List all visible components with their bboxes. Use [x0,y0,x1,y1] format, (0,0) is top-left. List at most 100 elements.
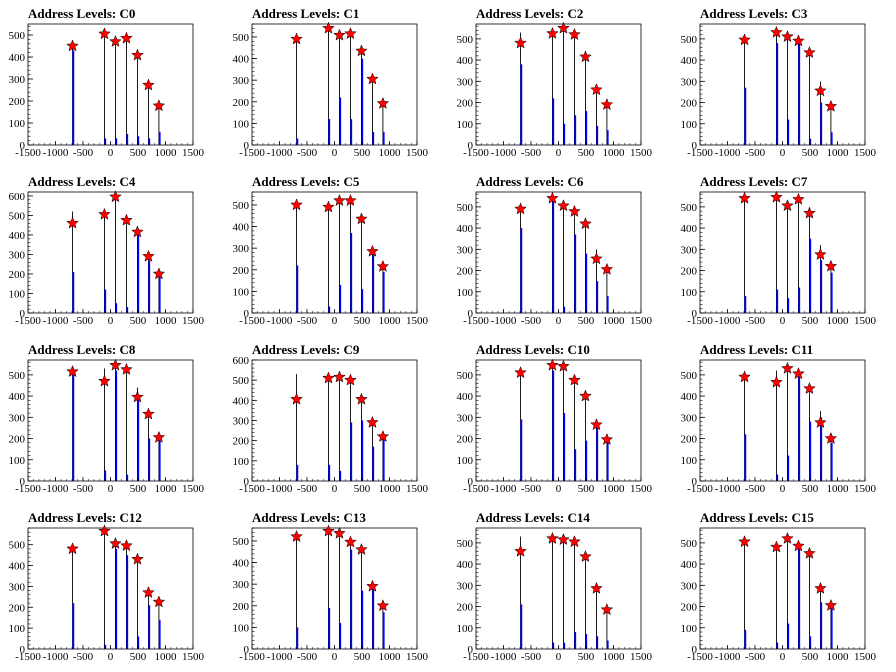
chart-panel: Address Levels: C1 0 100 200 300 400 500 -1500-… [224,0,448,168]
y-tick-label: 300 [457,580,474,592]
x-tick-label: 0 [108,483,114,495]
x-tick-label: 1000 [827,315,850,327]
x-tick-label: -500 [521,651,542,663]
x-tick-label: 1000 [155,147,178,159]
y-tick-label: 400 [681,223,698,235]
y-tick-label: 0 [244,476,250,488]
y-tick-label: 500 [233,536,250,548]
star-marker [142,585,155,599]
histogram-bar-fill [137,232,140,313]
star-marker [814,415,827,429]
histogram-bar-fill [296,138,299,145]
histogram-bar-fill [830,272,833,313]
x-tick-label: -500 [73,315,94,327]
x-tick-label: 500 [802,147,819,159]
x-tick-label: 1500 [182,315,205,327]
histogram-bar-fill [820,602,823,649]
plot-frame [475,359,642,482]
y-tick-label: 400 [457,559,474,571]
histogram-bar-fill [339,623,342,649]
histogram-bar-fill [104,644,107,649]
chart-panel: Address Levels: C5 0 100 200 300 400 500 -1500-… [224,168,448,336]
histogram-bar-fill [809,421,812,481]
x-tick-label: 1500 [182,651,205,663]
y-tick-label: 500 [457,202,474,214]
star-marker [781,30,794,43]
star-marker [824,431,838,444]
x-tick-label: 1000 [827,147,850,159]
x-tick-label: 1500 [406,315,429,327]
x-tick-label: -500 [745,483,766,495]
y-tick-label: 200 [681,98,698,110]
histogram-bar-fill [72,603,75,649]
star-marker [376,429,390,443]
x-tick-label: -500 [297,651,318,663]
histogram-bar-fill [148,138,151,145]
chart-plot: 0 100 200 300 400 500 -1500 -1000 -500 0 500 1000 15… [457,527,653,663]
y-tick-label: 400 [457,391,474,403]
star-marker [738,191,751,204]
histogram-bar-fill [809,636,812,649]
x-tick-label: 0 [108,315,114,327]
star-marker [322,524,335,537]
histogram-bar-fill [350,119,353,145]
histogram-bar-fill [350,233,353,313]
y-tick-label: 400 [9,52,26,64]
histogram-bar-fill [137,136,140,145]
star-marker [514,202,527,215]
star-marker [66,216,79,229]
histogram-bar-fill [382,132,385,145]
x-tick-label: -500 [745,315,766,327]
x-tick-label: 1500 [182,483,205,495]
y-tick-label: 500 [9,30,26,42]
y-tick-label: 200 [233,601,250,613]
chart-plot: 0 100 200 300 400 500 600 -1500 -1000 -500 0 500 100… [233,355,429,495]
x-tick-label: 0 [780,651,786,663]
x-tick-label: 1000 [603,483,626,495]
histogram-bar-fill [137,398,140,481]
y-tick-label: 200 [457,266,474,278]
star-marker [142,249,155,262]
histogram-bar-fill [72,50,75,145]
y-tick-label: 500 [9,210,26,222]
chart-plot: 0 100 200 300 400 500 -1500 -1000 -500 0 500 1000 15… [457,21,653,159]
histogram-bar-fill [72,372,75,481]
chart-plot: 0 100 200 300 400 500 -1500 -1000 -500 0 500 1000 15… [233,524,429,663]
histogram-bar-fill [552,642,555,649]
x-tick-label: -1000 [43,315,69,327]
x-tick-label: -1500 [463,147,489,159]
plot-frame [27,191,194,314]
y-tick-label: 100 [681,455,698,467]
star-marker [600,97,614,111]
x-tick-label: 1000 [827,483,850,495]
histogram-bar-fill [520,64,523,145]
x-tick-label: 500 [130,147,147,159]
star-marker [344,27,357,40]
histogram-bar-fill [776,43,779,145]
y-tick-label: 0 [468,476,474,488]
star-marker [546,191,559,204]
x-tick-label: 1500 [630,483,653,495]
y-tick-label: 400 [233,222,250,234]
chart-panel: Address Levels: C3 0 100 200 300 400 500 -1500-… [672,0,896,168]
star-marker [109,358,122,371]
star-marker [98,27,111,40]
star-marker [590,418,603,431]
x-tick-label: -500 [745,651,766,663]
plot-frame [251,23,418,146]
histogram-bar-fill [798,374,801,481]
y-tick-label: 400 [457,55,474,67]
star-marker [803,206,816,219]
star-marker [109,190,122,203]
chart-plot: 0 100 200 300 400 500 -1500 -1000 -500 0 500 1000 15… [233,191,429,327]
star-marker [590,83,603,96]
histogram-bar-fill [563,642,566,649]
x-tick-label: -1000 [715,651,741,663]
histogram-bar-fill [148,260,151,313]
x-tick-label: -500 [521,315,542,327]
x-tick-label: 0 [556,315,562,327]
star-marker [824,259,838,272]
x-tick-label: -500 [521,483,542,495]
x-tick-label: -1500 [687,147,713,159]
star-marker [290,392,303,405]
